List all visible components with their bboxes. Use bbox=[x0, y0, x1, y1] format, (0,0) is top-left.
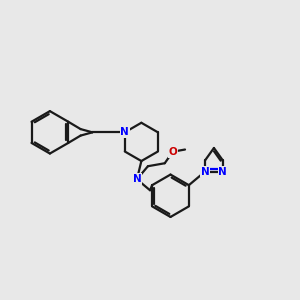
Text: N: N bbox=[201, 167, 209, 176]
Text: N: N bbox=[218, 167, 227, 176]
Text: N: N bbox=[133, 174, 141, 184]
Text: N: N bbox=[120, 127, 129, 137]
Text: O: O bbox=[169, 147, 177, 157]
